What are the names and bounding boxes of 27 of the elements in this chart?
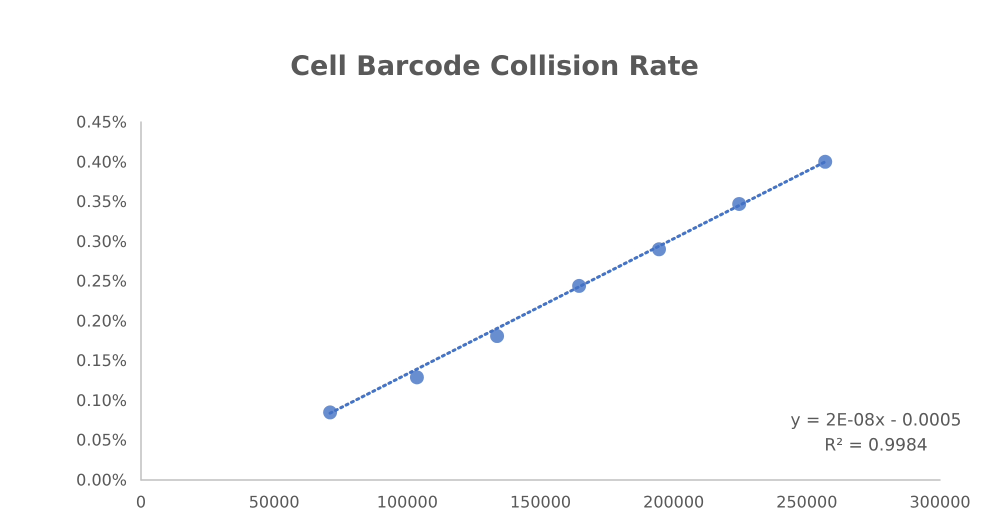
- y-tick-label: 0.10%: [76, 390, 127, 410]
- point: [732, 196, 746, 211]
- point: [818, 154, 832, 169]
- y-tick-label: 0.00%: [76, 470, 127, 490]
- x-tick-label: 250000: [776, 492, 838, 512]
- x-tick-label: 150000: [510, 492, 572, 512]
- x-tick-label: 200000: [643, 492, 704, 512]
- y-tick-label: 0.25%: [76, 272, 127, 291]
- point: [323, 405, 338, 420]
- x-tick-label: 50000: [248, 492, 300, 512]
- x-tick-label: 0: [136, 492, 146, 512]
- point: [652, 242, 666, 256]
- y-tick-label: 0.40%: [76, 152, 127, 172]
- point: [490, 329, 504, 343]
- x-tick-label: 300000: [909, 492, 971, 512]
- point: [572, 278, 586, 293]
- annotation: R² = 0.9984: [824, 436, 928, 456]
- annotation: y = 2E-08x - 0.0005: [790, 410, 962, 430]
- y-tick-label: 0.35%: [76, 192, 127, 212]
- y-tick-label: 0.20%: [76, 311, 127, 330]
- y-tick-label: 0.15%: [76, 351, 127, 370]
- chart-title: Cell Barcode Collision Rate: [290, 51, 699, 82]
- y-tick-label: 0.30%: [76, 232, 127, 251]
- point: [410, 370, 424, 384]
- x-tick-label: 100000: [376, 492, 438, 512]
- y-tick-label: 0.45%: [76, 112, 127, 132]
- y-tick-label: 0.05%: [76, 430, 127, 450]
